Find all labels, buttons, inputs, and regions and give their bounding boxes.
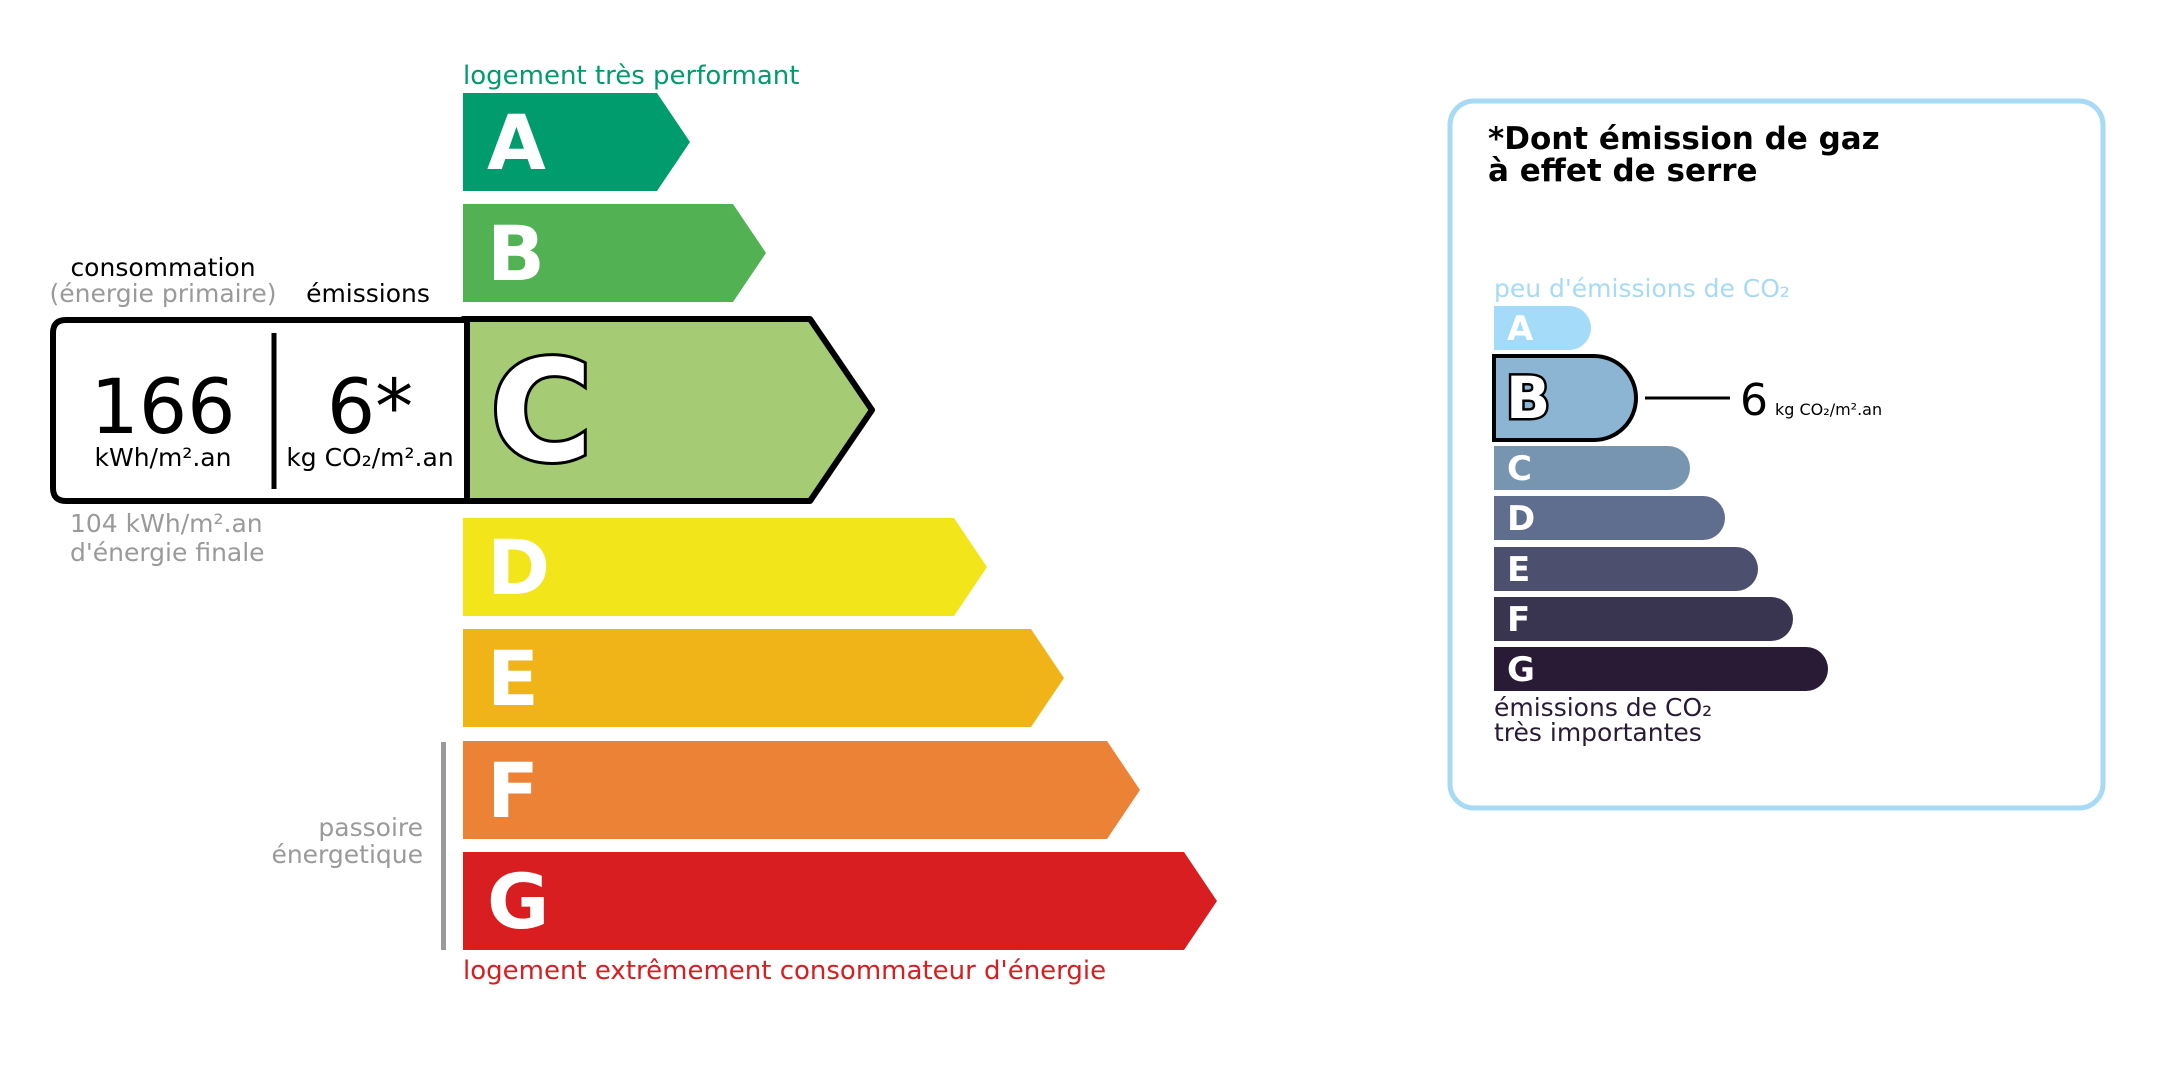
- energy-bar: [463, 93, 690, 191]
- ghg-class-g: G: [1494, 647, 1828, 691]
- emissions-heading: émissions: [306, 279, 430, 308]
- energy-bar: [463, 629, 1064, 727]
- ghg-bar: [1494, 496, 1725, 540]
- energy-bar: [463, 852, 1217, 950]
- energy-top-label: logement très performant: [463, 61, 799, 91]
- passoire-bracket: [441, 742, 446, 950]
- emissions-value: 6*: [327, 362, 413, 451]
- emissions-unit: kg CO₂/m².an: [286, 443, 453, 472]
- energy-class-e: E: [463, 629, 1064, 727]
- energy-bottom-label: logement extrêmement consommateur d'éner…: [463, 956, 1106, 986]
- ghg-bar: [1494, 647, 1828, 691]
- energy-class-f: F: [463, 741, 1140, 839]
- final-energy-line1: 104 kWh/m².an: [70, 509, 263, 538]
- energy-bar: [463, 741, 1140, 839]
- ghg-bar: [1494, 306, 1591, 350]
- energy-bar-letter: E: [487, 634, 539, 723]
- consumption-subheading: (énergie primaire): [50, 279, 277, 308]
- ghg-class-e: E: [1494, 547, 1758, 591]
- passoire-line1: passoire: [318, 813, 423, 842]
- ghg-bar-letter: F: [1507, 600, 1530, 640]
- ghg-title-line1: *Dont émission de gaz: [1488, 121, 1880, 157]
- ghg-top-label: peu d'émissions de CO₂: [1494, 274, 1790, 303]
- energy-bar-letter: C: [490, 331, 593, 494]
- energy-bar: [463, 518, 987, 616]
- energy-bar: [463, 204, 766, 302]
- energy-bar-letter: D: [487, 523, 550, 612]
- ghg-value: 6: [1740, 375, 1768, 426]
- ghg-class-c: C: [1494, 446, 1690, 490]
- ghg-bar-letter: A: [1507, 309, 1534, 349]
- energy-class-b: B: [463, 204, 766, 302]
- ghg-bar: [1492, 354, 1638, 442]
- ghg-bar-letter: G: [1507, 650, 1535, 690]
- energy-bar-letter: F: [487, 746, 539, 835]
- final-energy-line2: d'énergie finale: [70, 538, 265, 567]
- ghg-bar: [1494, 446, 1690, 490]
- ghg-bar-letter: B: [1506, 364, 1550, 432]
- ghg-unit: kg CO₂/m².an: [1775, 400, 1882, 419]
- ghg-bottom-label-line1: émissions de CO₂: [1494, 693, 1712, 722]
- ghg-bar-letter: E: [1507, 550, 1530, 590]
- ghg-title-line2: à effet de serre: [1488, 153, 1758, 189]
- ghg-bar: [1494, 547, 1758, 591]
- ghg-class-b: B: [1492, 354, 1638, 442]
- ghg-class-d: D: [1494, 496, 1725, 540]
- consumption-value: 166: [90, 362, 235, 451]
- passoire-line2: énergetique: [271, 840, 423, 869]
- energy-class-a: A: [463, 93, 690, 191]
- energy-bar-letter: G: [487, 857, 549, 946]
- consumption-heading: consommation: [70, 253, 255, 282]
- energy-class-c: C: [460, 316, 875, 504]
- ghg-bar-letter: C: [1507, 449, 1532, 489]
- ghg-class-f: F: [1494, 597, 1793, 641]
- energy-bar-letter: B: [487, 209, 545, 298]
- ghg-bar: [1494, 597, 1793, 641]
- consumption-unit: kWh/m².an: [95, 443, 232, 472]
- energy-bar-letter: A: [487, 98, 546, 187]
- value-box: [50, 317, 470, 504]
- energy-class-d: D: [463, 518, 987, 616]
- ghg-class-a: A: [1494, 306, 1591, 350]
- ghg-bottom-label-line2: très importantes: [1494, 718, 1702, 747]
- ghg-bar-letter: D: [1507, 499, 1535, 539]
- energy-class-g: G: [463, 852, 1217, 950]
